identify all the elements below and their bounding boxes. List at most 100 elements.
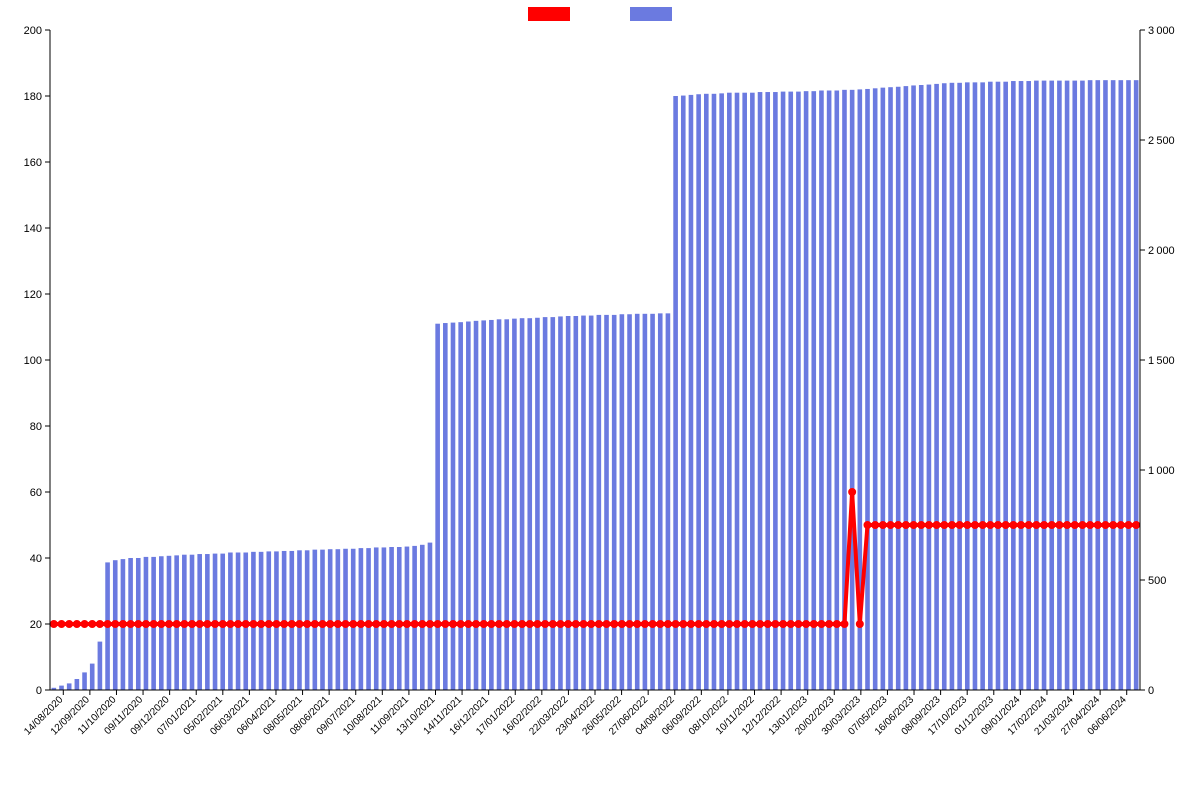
bar xyxy=(405,547,410,690)
bar xyxy=(1103,80,1108,690)
bar xyxy=(589,316,594,690)
line-marker xyxy=(764,621,771,628)
y2-tick-label: 2 000 xyxy=(1148,245,1175,257)
line-marker xyxy=(902,522,909,529)
line-marker xyxy=(1133,522,1140,529)
line-marker xyxy=(757,621,764,628)
bar xyxy=(881,88,886,690)
line-marker xyxy=(442,621,449,628)
bar xyxy=(873,88,878,690)
bar-series xyxy=(52,80,1139,690)
line-marker xyxy=(1087,522,1094,529)
y-tick-label: 60 xyxy=(30,487,42,499)
bar xyxy=(658,313,663,690)
line-marker xyxy=(618,621,625,628)
bar xyxy=(750,93,755,690)
line-marker xyxy=(1110,522,1117,529)
line-marker xyxy=(449,621,456,628)
line-marker xyxy=(933,522,940,529)
bar xyxy=(1119,80,1124,690)
legend-swatch xyxy=(528,7,570,21)
line-marker xyxy=(833,621,840,628)
bar xyxy=(980,82,985,690)
line-marker xyxy=(1079,522,1086,529)
line-marker xyxy=(380,621,387,628)
line-marker xyxy=(948,522,955,529)
line-marker xyxy=(718,621,725,628)
line-marker xyxy=(135,621,142,628)
bar xyxy=(781,92,786,690)
bar xyxy=(934,84,939,690)
line-marker xyxy=(1071,522,1078,529)
bar xyxy=(1080,81,1085,690)
bar xyxy=(512,319,517,690)
bar xyxy=(950,83,955,690)
line-marker xyxy=(780,621,787,628)
bar xyxy=(704,94,709,690)
bar xyxy=(428,543,433,690)
line-marker xyxy=(473,621,480,628)
line-marker xyxy=(519,621,526,628)
bar xyxy=(1011,81,1016,690)
line-marker xyxy=(1010,522,1017,529)
line-marker xyxy=(580,621,587,628)
bar xyxy=(896,87,901,690)
line-marker xyxy=(411,621,418,628)
line-marker xyxy=(480,621,487,628)
line-marker xyxy=(641,621,648,628)
y-tick-label: 160 xyxy=(24,157,42,169)
line-marker xyxy=(565,621,572,628)
y2-tick-label: 500 xyxy=(1148,575,1166,587)
bar xyxy=(1034,81,1039,690)
line-marker xyxy=(726,621,733,628)
bar xyxy=(1057,81,1062,690)
line-marker xyxy=(96,621,103,628)
line-marker xyxy=(1033,522,1040,529)
line-marker xyxy=(119,621,126,628)
line-marker xyxy=(787,621,794,628)
y2-tick-label: 0 xyxy=(1148,685,1154,697)
bar xyxy=(550,317,555,690)
line-marker xyxy=(649,621,656,628)
bar xyxy=(535,318,540,690)
bar xyxy=(382,547,387,690)
bar xyxy=(712,94,717,690)
combo-chart: 02040608010012014016018020005001 0001 50… xyxy=(0,0,1200,800)
bar xyxy=(504,319,509,690)
y-tick-label: 120 xyxy=(24,289,42,301)
line-marker xyxy=(1056,522,1063,529)
line-marker xyxy=(680,621,687,628)
line-marker xyxy=(1102,522,1109,529)
bar xyxy=(59,686,64,690)
line-marker xyxy=(403,621,410,628)
y-tick-label: 140 xyxy=(24,223,42,235)
bar xyxy=(796,92,801,690)
y-tick-label: 0 xyxy=(36,685,42,697)
line-marker xyxy=(1064,522,1071,529)
line-marker xyxy=(910,522,917,529)
line-marker xyxy=(887,522,894,529)
bar xyxy=(604,315,609,690)
line-marker xyxy=(73,621,80,628)
line-marker xyxy=(81,621,88,628)
bar xyxy=(1049,81,1054,690)
bar xyxy=(489,320,494,690)
bar xyxy=(397,547,402,690)
bar xyxy=(443,323,448,690)
bar xyxy=(719,93,724,690)
bar xyxy=(320,550,325,690)
line-marker xyxy=(288,621,295,628)
bar xyxy=(965,82,970,690)
bar xyxy=(420,545,425,690)
line-marker xyxy=(212,621,219,628)
line-marker xyxy=(611,621,618,628)
bar xyxy=(1065,81,1070,690)
bar xyxy=(666,313,671,690)
line-marker xyxy=(66,621,73,628)
line-marker xyxy=(979,522,986,529)
line-marker xyxy=(971,522,978,529)
bar xyxy=(996,82,1001,690)
bar xyxy=(451,323,456,690)
line-marker xyxy=(50,621,57,628)
line-marker xyxy=(227,621,234,628)
